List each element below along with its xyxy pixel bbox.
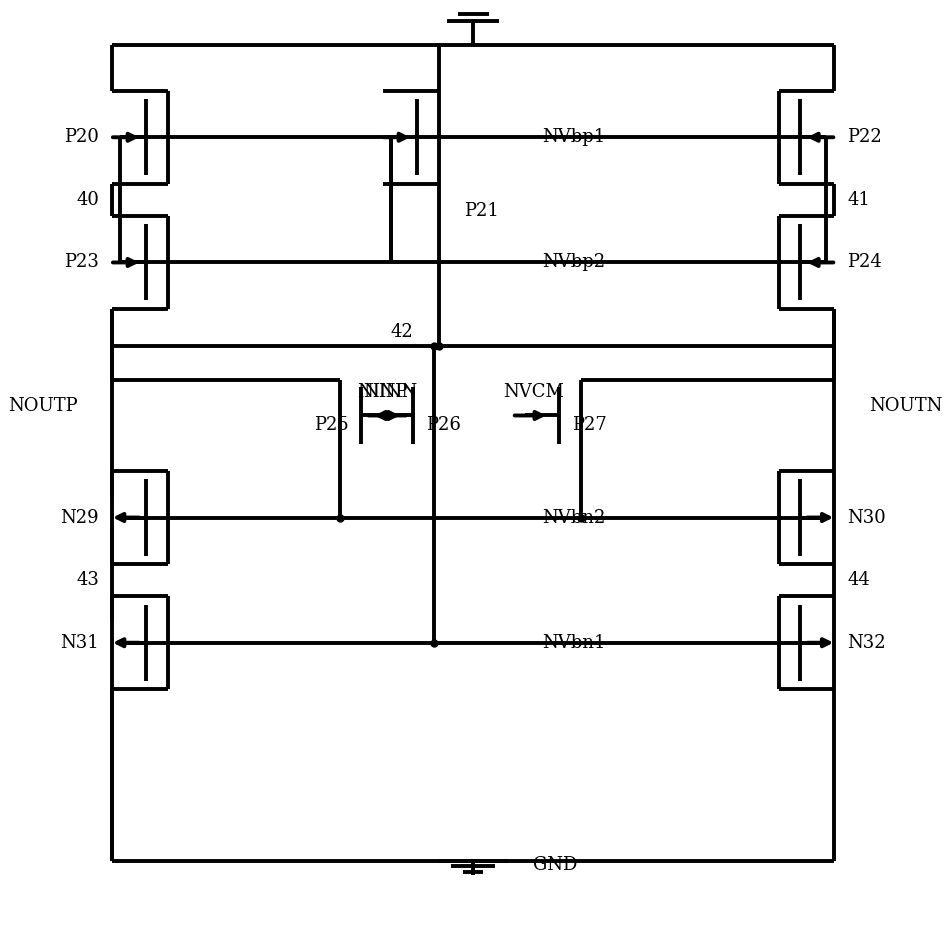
Text: 44: 44 xyxy=(847,571,870,589)
Text: N30: N30 xyxy=(847,508,886,526)
Text: NINN: NINN xyxy=(363,383,417,401)
Text: NVbp2: NVbp2 xyxy=(542,254,605,272)
Text: N32: N32 xyxy=(847,634,886,652)
Text: NOUTP: NOUTP xyxy=(8,397,77,415)
Text: NVbn2: NVbn2 xyxy=(542,508,605,526)
Text: 40: 40 xyxy=(76,191,99,209)
Text: P26: P26 xyxy=(426,416,461,434)
Text: N31: N31 xyxy=(60,634,99,652)
Text: P23: P23 xyxy=(64,254,99,272)
Text: P24: P24 xyxy=(847,254,883,272)
Text: P27: P27 xyxy=(572,416,607,434)
Text: 41: 41 xyxy=(847,191,870,209)
Text: 42: 42 xyxy=(390,323,413,341)
Text: P21: P21 xyxy=(465,202,500,220)
Text: NVCM: NVCM xyxy=(504,383,564,401)
Text: NVbn1: NVbn1 xyxy=(542,634,605,652)
Text: GND: GND xyxy=(533,856,578,874)
Text: N29: N29 xyxy=(60,508,99,526)
Text: NINP: NINP xyxy=(357,383,408,401)
Text: P25: P25 xyxy=(314,416,349,434)
Text: NOUTN: NOUTN xyxy=(869,397,942,415)
Text: P20: P20 xyxy=(64,128,99,146)
Text: 43: 43 xyxy=(76,571,99,589)
Text: NVbp1: NVbp1 xyxy=(542,128,605,146)
Text: P22: P22 xyxy=(847,128,883,146)
